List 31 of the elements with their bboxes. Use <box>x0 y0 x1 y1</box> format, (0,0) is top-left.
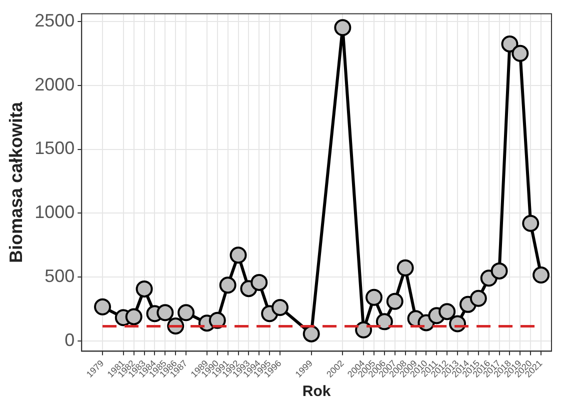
point <box>156 304 174 322</box>
point <box>490 262 508 280</box>
x-axis-title: Rok <box>302 383 332 400</box>
y-tick-label: 2000 <box>34 74 75 94</box>
point <box>366 288 382 306</box>
point <box>522 214 540 232</box>
point <box>396 259 414 276</box>
point <box>334 19 352 36</box>
point <box>219 276 236 294</box>
point <box>386 292 404 310</box>
point <box>355 321 372 338</box>
point <box>250 274 268 291</box>
y-axis-title: Biomasa całkowita <box>6 100 26 264</box>
point <box>136 280 153 298</box>
point <box>501 35 518 52</box>
point <box>230 246 247 264</box>
point <box>125 308 142 326</box>
point <box>178 304 195 322</box>
point <box>302 325 320 342</box>
point <box>376 313 393 330</box>
y-tick-label: 0 <box>64 330 75 350</box>
point <box>470 290 487 307</box>
point <box>532 266 550 284</box>
point <box>438 303 456 320</box>
y-tick-label: 500 <box>44 266 75 286</box>
y-tick-label: 2500 <box>34 10 75 30</box>
point <box>512 44 529 62</box>
y-tick-label: 1500 <box>34 138 75 158</box>
y-tick-label: 1000 <box>34 202 75 222</box>
point <box>272 298 289 316</box>
point <box>94 298 112 316</box>
